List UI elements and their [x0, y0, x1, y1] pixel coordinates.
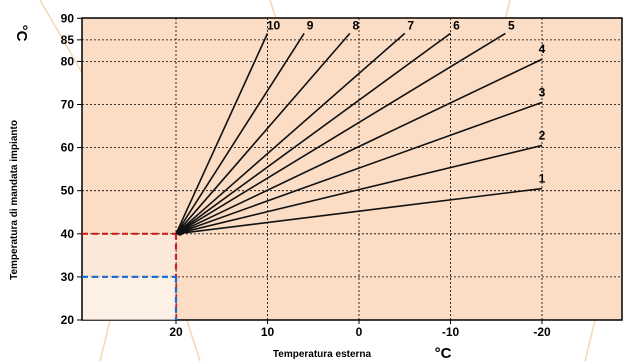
x-tick-label: 20 [169, 325, 183, 339]
y-tick-label: 20 [61, 313, 75, 327]
curve-line-1 [175, 187, 543, 235]
curve-line-10 [175, 33, 269, 235]
reference-markers [82, 232, 178, 320]
y-axis-unit: °C [13, 25, 30, 42]
y-tick-label: 50 [61, 184, 75, 198]
y-tick-label: 40 [61, 227, 75, 241]
curve-label-2: 2 [539, 128, 546, 142]
curve-line-7 [175, 32, 406, 235]
curve-line-4 [175, 58, 543, 235]
y-tick-label: 70 [61, 98, 75, 112]
curve-label-1: 1 [539, 172, 546, 186]
x-axis-unit: °C [435, 345, 452, 361]
curve-line-2 [175, 144, 543, 235]
marker-area [83, 233, 176, 320]
curve-labels: 1 2 3 4 5 6 7 8 9 10 [267, 18, 546, 185]
y-tick-label: 80 [61, 54, 75, 68]
curve-line-5 [175, 32, 506, 235]
y-tick-label: 60 [61, 141, 75, 155]
y-tick-label: 85 [61, 33, 75, 47]
x-tick-label: 0 [356, 325, 363, 339]
y-tick-label: 90 [61, 11, 75, 25]
curve-label-6: 6 [453, 18, 460, 32]
curve-label-3: 3 [539, 85, 546, 99]
curve-line-8 [175, 32, 351, 235]
y-tick-label: 30 [61, 270, 75, 284]
curve-lines [175, 32, 543, 236]
curve-label-10: 10 [267, 18, 281, 32]
x-axis-title: Temperatura esterna [273, 349, 372, 360]
curve-label-7: 7 [407, 18, 414, 32]
curve-label-4: 4 [539, 42, 546, 56]
curve-label-9: 9 [307, 18, 314, 32]
curves-origin-knot [177, 229, 183, 236]
plot-area [81, 17, 623, 321]
x-tick-label: -20 [533, 325, 551, 339]
x-tick-label: -10 [442, 325, 460, 339]
curve-label-5: 5 [508, 18, 515, 32]
x-axis-ticks: 20 10 0 -10 -20 [169, 320, 551, 339]
curve-line-6 [175, 32, 451, 235]
curve-line-3 [175, 101, 543, 235]
marker-area [83, 276, 176, 320]
y-axis-title: Temperatura di mandata impianto [9, 120, 20, 280]
x-tick-label: 10 [261, 325, 275, 339]
curve-line-9 [175, 32, 305, 235]
curve-label-8: 8 [353, 18, 360, 32]
y-axis-ticks: 20 30 40 50 60 70 80 85 90 [61, 11, 82, 327]
